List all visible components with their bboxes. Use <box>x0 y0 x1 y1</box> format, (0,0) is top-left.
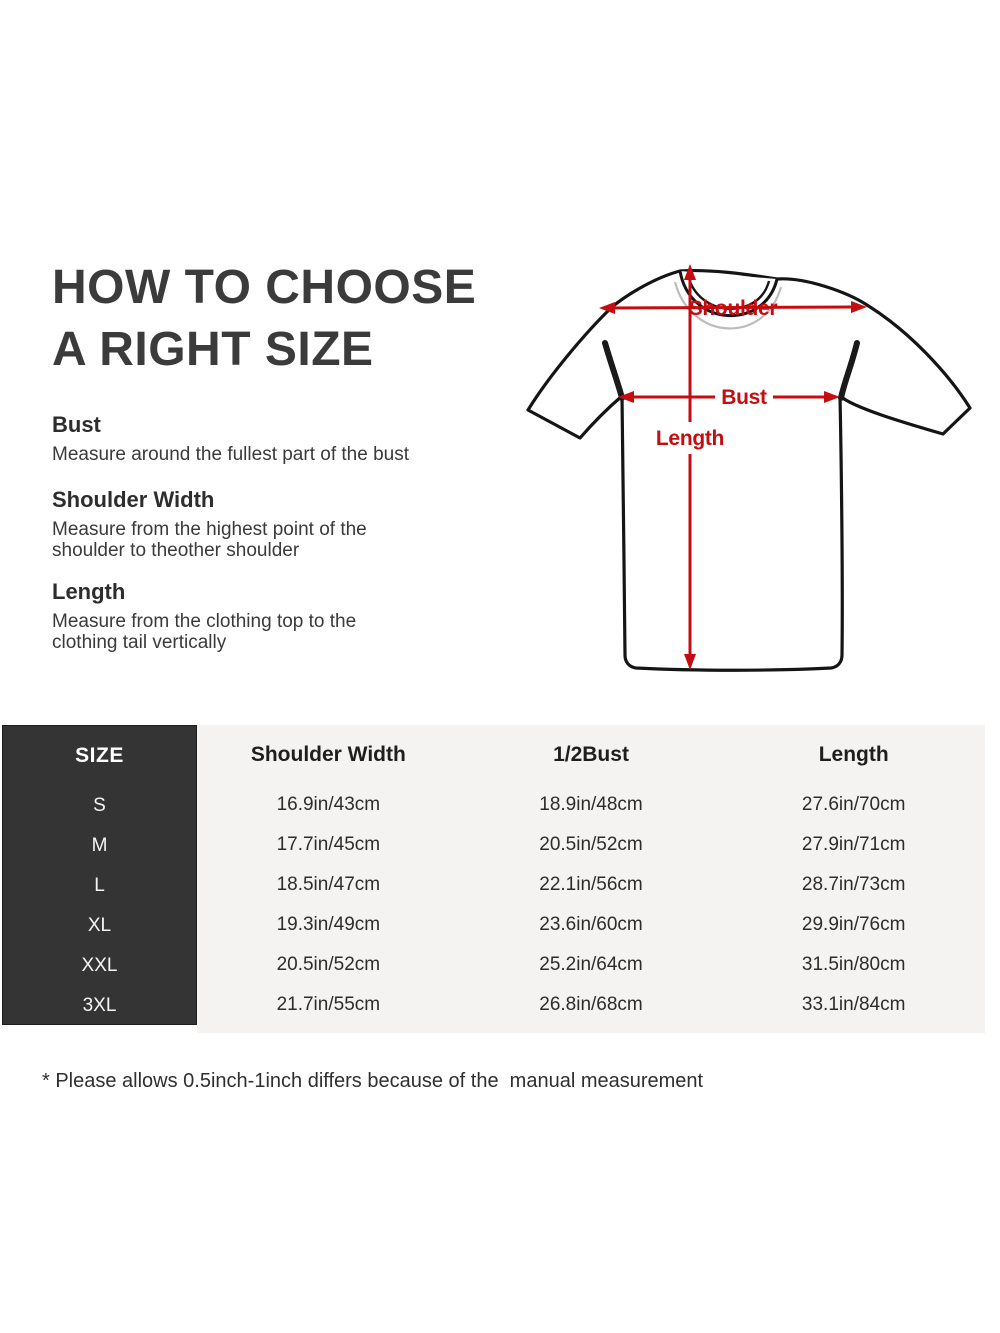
size-cell: L <box>94 875 105 896</box>
guide-item-line: shoulder to theother shoulder <box>52 540 300 561</box>
table-cell: 20.5in/52cm <box>539 834 643 855</box>
size-cell: M <box>91 835 108 856</box>
left-underarm-shadow <box>602 340 625 401</box>
size-column: SIZE S M L XL XXL 3XL <box>2 725 197 1025</box>
size-cell: XXL <box>81 955 118 976</box>
table-cell: 20.5in/52cm <box>276 954 381 975</box>
length-label: Length <box>656 427 724 450</box>
table-cell: 27.6in/70cm <box>801 794 906 815</box>
size-table: SIZE S M L XL XXL 3XL Shoulder Width 1/2… <box>0 725 985 1033</box>
table-cell: 29.9in/76cm <box>801 914 906 935</box>
shoulder-arrow <box>599 301 867 314</box>
guide-item-line: clothing tail vertically <box>52 632 227 653</box>
page-title: HOW TO CHOOSE A RIGHT SIZE <box>52 257 476 381</box>
footnote: * Please allows 0.5inch-1inch differs be… <box>42 1070 704 1092</box>
table-cell: 28.7in/73cm <box>801 874 906 895</box>
table-cell: 19.3in/49cm <box>276 914 381 935</box>
table-cell: 17.7in/45cm <box>276 834 381 855</box>
guide-item-length: Length Measure from the clothing top to … <box>52 579 482 653</box>
column-header-shoulder-width: Shoulder Width <box>250 743 406 766</box>
table-row: 16.9in/43cm 18.9in/48cm 27.6in/70cm <box>197 785 985 825</box>
shoulder-label: Shoulder <box>689 297 778 320</box>
table-cell: 16.9in/43cm <box>276 794 381 815</box>
table-cell: 31.5in/80cm <box>801 954 906 975</box>
table-cell: 21.7in/55cm <box>276 994 381 1015</box>
table-row: 19.3in/49cm 23.6in/60cm 29.9in/76cm <box>197 905 985 945</box>
bust-arrow <box>618 391 840 403</box>
table-cell: 18.9in/48cm <box>539 794 643 815</box>
table-cell: 25.2in/64cm <box>539 954 643 975</box>
column-header-half-bust: 1/2Bust <box>553 743 629 766</box>
page-title-line-2: A RIGHT SIZE <box>52 323 374 376</box>
guide-item-shoulder-width: Shoulder Width Measure from the highest … <box>52 487 482 561</box>
guide-item-bust: Bust Measure around the fullest part of … <box>52 412 482 465</box>
table-cell: 22.1in/56cm <box>539 874 643 895</box>
tshirt-outline <box>526 268 972 672</box>
guide-item-line: Measure around the fullest part of the b… <box>52 444 409 465</box>
bust-label: Bust <box>721 386 767 409</box>
right-underarm-shadow <box>838 340 860 401</box>
table-header-row: Shoulder Width 1/2Bust Length <box>197 725 985 785</box>
page-title-line-1: HOW TO CHOOSE <box>52 261 477 314</box>
guide-item-line: Measure from the clothing top to the <box>52 611 357 632</box>
size-cell: S <box>93 795 106 816</box>
guide-item-title: Bust <box>52 412 101 437</box>
size-header-cell: SIZE <box>75 744 124 767</box>
size-cell: XL <box>87 915 112 936</box>
table-cell: 27.9in/71cm <box>801 834 906 855</box>
measure-guide: Bust Measure around the fullest part of … <box>52 412 482 653</box>
collar-shadow-line <box>673 281 783 330</box>
size-cell: 3XL <box>82 995 117 1016</box>
table-cell: 23.6in/60cm <box>539 914 643 935</box>
table-cell: 18.5in/47cm <box>276 874 381 895</box>
length-arrow <box>684 264 696 670</box>
table-row: 21.7in/55cm 26.8in/68cm 33.1in/84cm <box>197 985 985 1025</box>
guide-item-title: Shoulder Width <box>52 487 215 512</box>
table-row: 18.5in/47cm 22.1in/56cm 28.7in/73cm <box>197 865 985 905</box>
table-cell: 33.1in/84cm <box>801 994 906 1015</box>
guide-item-line: Measure from the highest point of the <box>52 519 367 540</box>
table-row: 20.5in/52cm 25.2in/64cm 31.5in/80cm <box>197 945 985 985</box>
table-data-area: Shoulder Width 1/2Bust Length 16.9in/43c… <box>197 725 985 1033</box>
guide-item-title: Length <box>52 579 126 604</box>
column-header-length: Length <box>818 743 889 766</box>
tshirt-measure-diagram: Shoulder Bust Length <box>526 264 972 672</box>
table-cell: 26.8in/68cm <box>539 994 643 1015</box>
table-row: 17.7in/45cm 20.5in/52cm 27.9in/71cm <box>197 825 985 865</box>
